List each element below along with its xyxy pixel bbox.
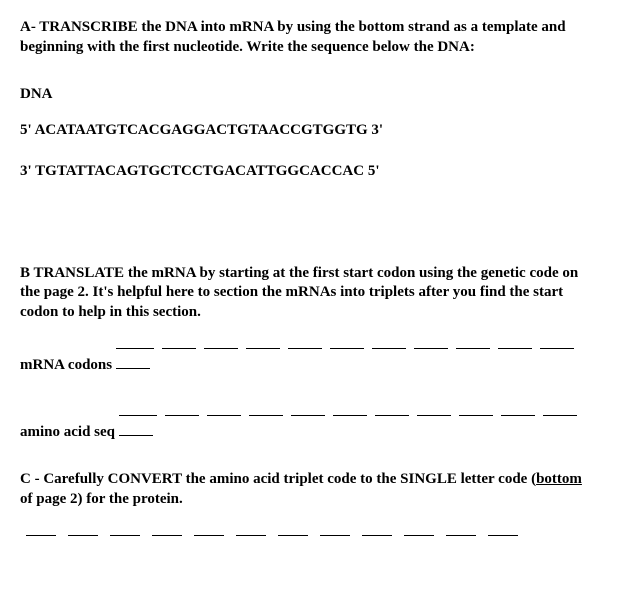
protein-blank[interactable] — [194, 523, 224, 536]
amino-acid-row: amino acid seq — [20, 403, 598, 442]
mrna-blank[interactable] — [540, 336, 574, 349]
amino-blank[interactable] — [459, 403, 493, 416]
mrna-blank[interactable] — [456, 336, 490, 349]
mrna-blank[interactable] — [288, 336, 322, 349]
section-c-prefix: C - Carefully CONVERT the amino acid tri… — [20, 471, 536, 487]
dna-strand-bottom: 3' TGTATTACAGTGCTCCTGACATTGGCACCAC 5' — [20, 162, 598, 182]
spacer — [20, 204, 598, 264]
amino-blank[interactable] — [165, 403, 199, 416]
section-c-underlined: bottom — [536, 471, 582, 487]
section-c-heading: C - Carefully CONVERT the amino acid tri… — [20, 470, 598, 509]
amino-blank[interactable] — [501, 403, 535, 416]
amino-blanks-container — [115, 403, 598, 442]
amino-blank[interactable] — [249, 403, 283, 416]
protein-blank[interactable] — [488, 523, 518, 536]
amino-blank[interactable] — [543, 403, 577, 416]
protein-blank[interactable] — [236, 523, 266, 536]
amino-blank[interactable] — [119, 423, 153, 436]
dna-strand-top: 5' ACATAATGTCACGAGGACTGTAACCGTGGTG 3' — [20, 121, 598, 141]
mrna-blank[interactable] — [414, 336, 448, 349]
protein-blank[interactable] — [152, 523, 182, 536]
protein-blank[interactable] — [26, 523, 56, 536]
mrna-blanks-container — [112, 336, 598, 375]
mrna-blank[interactable] — [116, 336, 154, 349]
protein-blank[interactable] — [362, 523, 392, 536]
amino-blank[interactable] — [375, 403, 409, 416]
dna-label: DNA — [20, 85, 598, 105]
amino-blank[interactable] — [291, 403, 325, 416]
amino-blank[interactable] — [333, 403, 367, 416]
section-c-suffix: of page 2) for the protein. — [20, 491, 183, 507]
protein-blank[interactable] — [404, 523, 434, 536]
amino-blank[interactable] — [119, 403, 157, 416]
mrna-blank[interactable] — [498, 336, 532, 349]
mrna-blank[interactable] — [162, 336, 196, 349]
section-b-heading: B TRANSLATE the mRNA by starting at the … — [20, 264, 598, 323]
section-a-heading: A- TRANSCRIBE the DNA into mRNA by using… — [20, 18, 598, 57]
protein-blank[interactable] — [320, 523, 350, 536]
protein-blank[interactable] — [278, 523, 308, 536]
amino-blank[interactable] — [207, 403, 241, 416]
mrna-blank[interactable] — [330, 336, 364, 349]
mrna-codons-row: mRNA codons — [20, 336, 598, 375]
mrna-blank[interactable] — [372, 336, 406, 349]
mrna-blank[interactable] — [116, 356, 150, 369]
protein-blank[interactable] — [446, 523, 476, 536]
protein-blank[interactable] — [110, 523, 140, 536]
mrna-blank[interactable] — [246, 336, 280, 349]
amino-acid-label: amino acid seq — [20, 423, 115, 443]
mrna-codons-label: mRNA codons — [20, 356, 112, 376]
protein-blank[interactable] — [68, 523, 98, 536]
mrna-blank[interactable] — [204, 336, 238, 349]
amino-blank[interactable] — [417, 403, 451, 416]
